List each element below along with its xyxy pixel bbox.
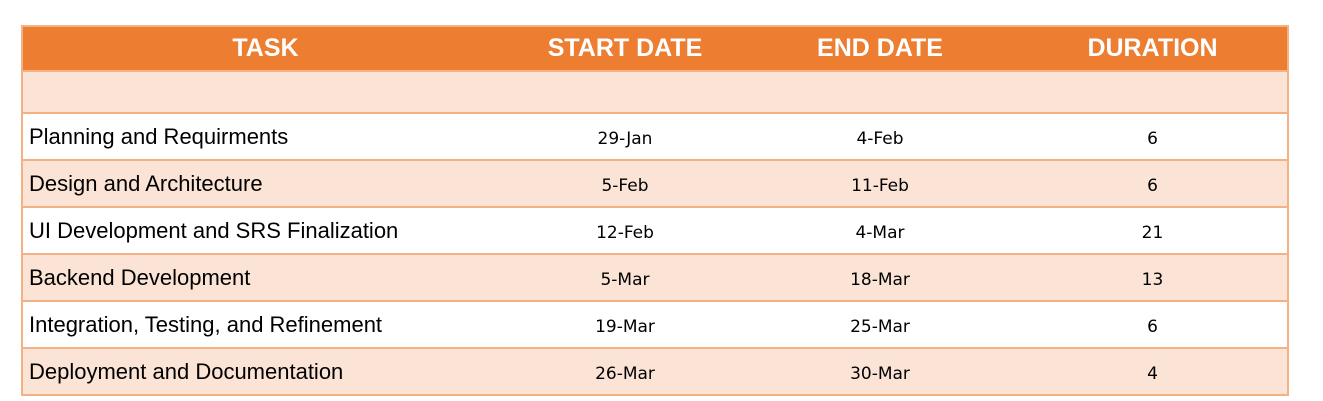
start-date-cell: 5-Feb xyxy=(508,160,742,208)
table-row: Deployment and Documentation 26-Mar 30-M… xyxy=(22,348,1288,396)
task-cell: Backend Development xyxy=(22,254,508,302)
end-date-cell: 25-Mar xyxy=(742,301,1018,349)
duration-cell: 13 xyxy=(1018,254,1288,302)
schedule-table: TASK START DATE END DATE DURATION Planni… xyxy=(21,25,1289,396)
table-row: Integration, Testing, and Refinement 19-… xyxy=(22,301,1288,349)
empty-cell xyxy=(742,71,1018,114)
empty-cell xyxy=(22,71,508,114)
header-end-date: END DATE xyxy=(742,26,1018,72)
start-date-cell: 5-Mar xyxy=(508,254,742,302)
table-row: Design and Architecture 5-Feb 11-Feb 6 xyxy=(22,160,1288,208)
table-body: Planning and Requirments 29-Jan 4-Feb 6 … xyxy=(22,71,1288,396)
task-cell: Integration, Testing, and Refinement xyxy=(22,301,508,349)
table-row: Planning and Requirments 29-Jan 4-Feb 6 xyxy=(22,113,1288,161)
task-cell: Planning and Requirments xyxy=(22,113,508,161)
end-date-cell: 30-Mar xyxy=(742,348,1018,396)
header-duration: DURATION xyxy=(1018,26,1288,72)
end-date-cell: 4-Mar xyxy=(742,207,1018,255)
end-date-cell: 11-Feb xyxy=(742,160,1018,208)
task-cell: Deployment and Documentation xyxy=(22,348,508,396)
empty-cell xyxy=(508,71,742,114)
start-date-cell: 12-Feb xyxy=(508,207,742,255)
duration-cell: 6 xyxy=(1018,113,1288,161)
start-date-cell: 19-Mar xyxy=(508,301,742,349)
empty-row xyxy=(22,71,1288,114)
duration-cell: 6 xyxy=(1018,160,1288,208)
table-header: TASK START DATE END DATE DURATION xyxy=(22,26,1288,72)
task-cell: UI Development and SRS Finalization xyxy=(22,207,508,255)
task-cell: Design and Architecture xyxy=(22,160,508,208)
end-date-cell: 18-Mar xyxy=(742,254,1018,302)
header-start-date: START DATE xyxy=(508,26,742,72)
header-task: TASK xyxy=(22,26,508,72)
table-row: Backend Development 5-Mar 18-Mar 13 xyxy=(22,254,1288,302)
header-row: TASK START DATE END DATE DURATION xyxy=(22,26,1288,72)
duration-cell: 4 xyxy=(1018,348,1288,396)
start-date-cell: 29-Jan xyxy=(508,113,742,161)
end-date-cell: 4-Feb xyxy=(742,113,1018,161)
duration-cell: 21 xyxy=(1018,207,1288,255)
start-date-cell: 26-Mar xyxy=(508,348,742,396)
table-row: UI Development and SRS Finalization 12-F… xyxy=(22,207,1288,255)
empty-cell xyxy=(1018,71,1288,114)
duration-cell: 6 xyxy=(1018,301,1288,349)
